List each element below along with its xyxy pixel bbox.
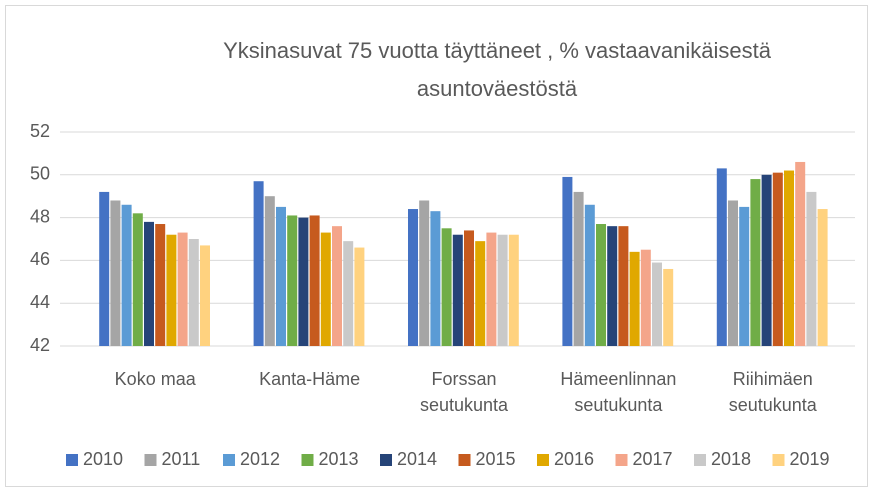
legend-label: 2015 — [476, 449, 516, 469]
legend-label: 2012 — [240, 449, 280, 469]
bar — [144, 221, 154, 346]
y-tick-label: 46 — [30, 249, 50, 269]
bar — [562, 176, 573, 346]
legend-swatch — [301, 454, 314, 466]
bar — [264, 196, 275, 346]
bar — [452, 234, 463, 346]
bar — [784, 170, 794, 346]
bar — [750, 179, 761, 346]
bar — [761, 174, 772, 346]
legend-label: 2014 — [397, 449, 437, 469]
bar — [332, 226, 342, 346]
bar — [464, 230, 474, 346]
x-tick-label: Hämeenlinnan seutukunta — [560, 369, 676, 415]
legend-swatch — [772, 454, 785, 466]
bar — [276, 206, 286, 346]
bar — [596, 224, 606, 346]
legend-label: 2011 — [162, 449, 201, 469]
y-tick-label: 42 — [30, 335, 50, 355]
legend-label: 2017 — [633, 449, 673, 469]
bar — [772, 172, 783, 346]
bar — [320, 232, 331, 346]
legend-label: 2010 — [83, 449, 123, 469]
legend-swatch — [615, 454, 628, 466]
bar — [817, 209, 828, 346]
bar — [155, 224, 166, 346]
legend-swatch — [380, 454, 392, 466]
bar — [132, 213, 143, 346]
bar — [629, 251, 640, 346]
legend-label: 2013 — [319, 449, 359, 469]
y-tick-label: 52 — [30, 121, 50, 141]
x-tick-label: Koko maa — [115, 369, 197, 389]
legend-swatch — [694, 454, 706, 466]
bar — [739, 206, 750, 346]
legend-swatch — [144, 454, 157, 466]
bar — [441, 228, 452, 346]
bar — [508, 234, 519, 346]
bar — [99, 191, 110, 346]
bar — [408, 209, 418, 346]
bar — [200, 245, 210, 346]
bar — [166, 234, 177, 346]
bar — [716, 168, 727, 346]
bar — [354, 247, 365, 346]
bar — [177, 232, 188, 346]
legend-swatch — [223, 454, 235, 466]
legend-label: 2016 — [554, 449, 594, 469]
bar — [573, 191, 584, 346]
x-tick-label: Kanta-Häme — [259, 369, 360, 389]
bar — [497, 234, 508, 346]
bar — [110, 200, 121, 346]
bar — [795, 161, 806, 346]
x-tick-label: Riihimäen seutukunta — [729, 369, 818, 415]
bar — [640, 249, 651, 346]
bar — [618, 226, 629, 346]
y-tick-label: 50 — [30, 164, 50, 184]
bar — [607, 226, 618, 346]
bar — [343, 241, 354, 346]
bar — [486, 232, 497, 346]
legend-swatch — [66, 454, 78, 466]
bar — [121, 204, 132, 346]
legend-label: 2019 — [790, 449, 830, 469]
bar — [652, 262, 662, 346]
bar — [309, 215, 320, 346]
bar — [584, 204, 595, 346]
bar — [419, 200, 430, 346]
bar — [430, 211, 441, 346]
bar — [806, 191, 817, 346]
bar — [188, 239, 199, 346]
chart-title: Yksinasuvat 75 vuotta täyttäneet , % vas… — [223, 38, 772, 101]
bar — [728, 200, 738, 346]
bar — [298, 217, 309, 346]
bar — [663, 268, 674, 346]
legend-label: 2018 — [711, 449, 751, 469]
bar — [287, 215, 298, 346]
y-tick-label: 48 — [30, 206, 50, 226]
legend-swatch — [458, 454, 471, 466]
legend-swatch — [537, 454, 549, 466]
bar — [253, 181, 264, 346]
x-tick-label: Forssan seutukunta — [420, 369, 509, 415]
y-tick-label: 44 — [30, 292, 50, 312]
bar — [475, 241, 486, 346]
